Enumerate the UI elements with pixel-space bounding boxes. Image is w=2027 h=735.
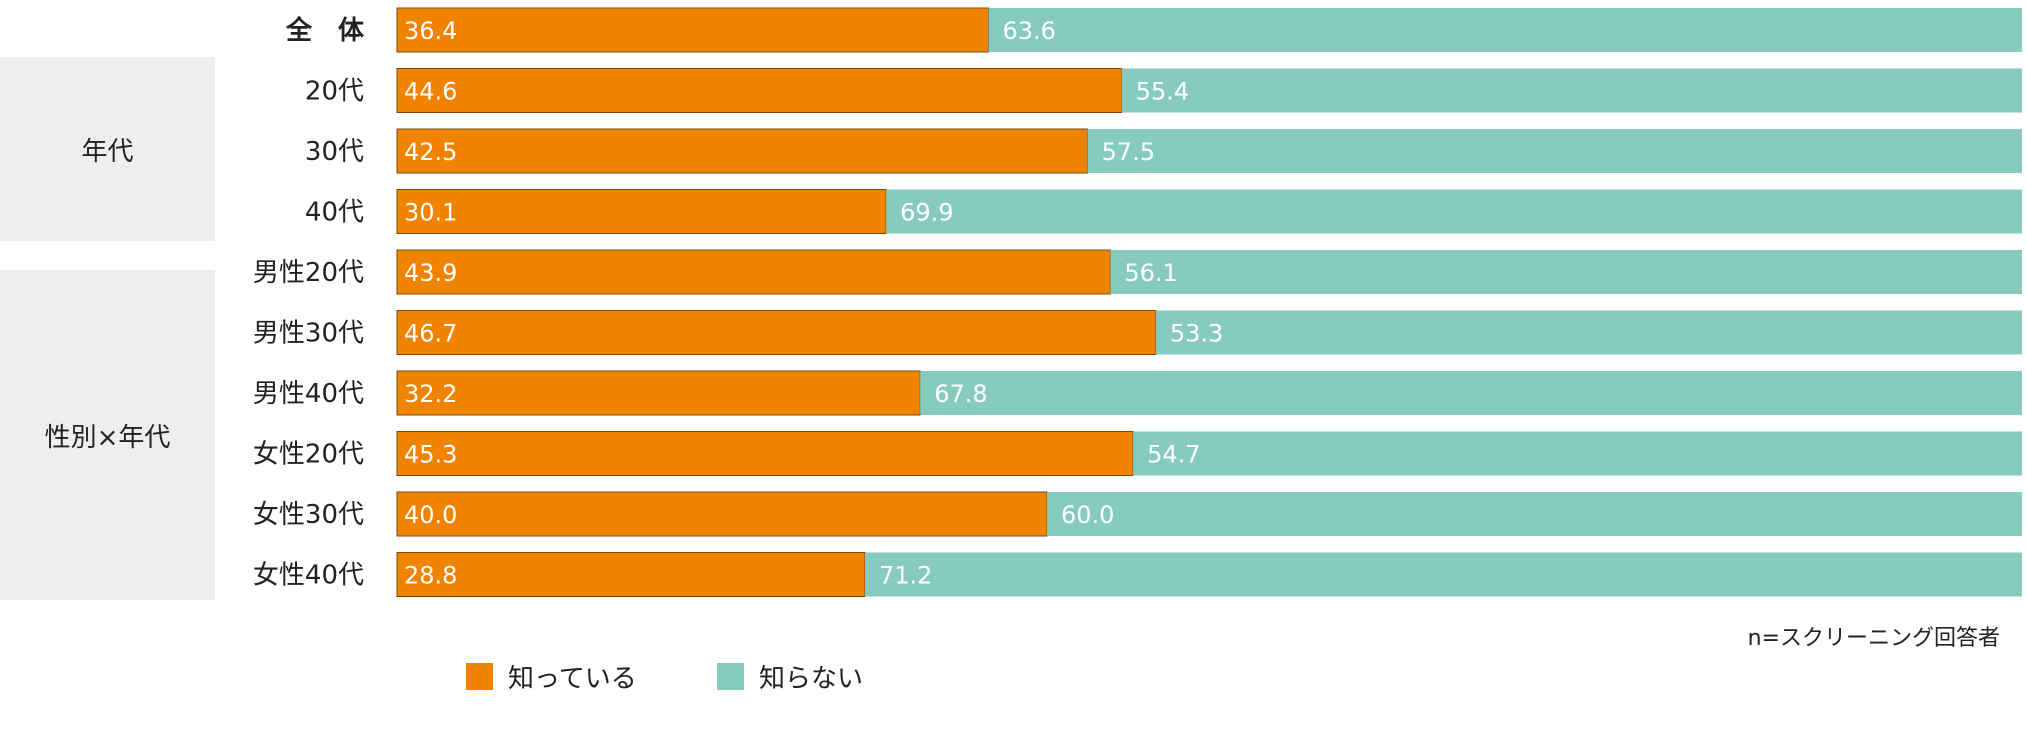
legend-item-unknown: 知らない — [717, 658, 863, 695]
bar-unknown — [988, 8, 2022, 52]
bar-unknown — [1087, 129, 2022, 173]
bar-unknown — [886, 189, 2022, 234]
bar-known — [396, 552, 866, 597]
category-label: 女性40代 — [253, 561, 364, 591]
bar-unknown — [865, 552, 2022, 597]
data-label: 32.2 — [404, 380, 457, 408]
bar-known — [396, 128, 1089, 174]
legend-label-unknown: 知らない — [759, 664, 864, 694]
stacked-bar-chart: 全 体 36.4 63.6 20代 44.6 55.4 30代 42.5 57.5 40代 30.1… — [253, 7, 2022, 597]
bar-known — [396, 431, 1134, 476]
category-label: 男性40代 — [253, 379, 364, 409]
group-label-gender-age: 性別×年代 — [0, 270, 215, 600]
data-label: 44.6 — [404, 78, 457, 106]
data-label: 60.0 — [1061, 501, 1114, 529]
category-label: 20代 — [305, 77, 364, 107]
data-label: 36.4 — [404, 17, 457, 45]
bar-unknown — [1121, 68, 2022, 113]
bar-known — [396, 310, 1157, 355]
legend-swatch-unknown — [717, 663, 744, 690]
legend-item-known: 知っている — [466, 658, 637, 695]
data-label: 42.5 — [404, 138, 457, 166]
category-label: 全 体 — [285, 15, 365, 46]
data-label: 45.3 — [404, 441, 457, 469]
data-label: 46.7 — [404, 320, 457, 348]
bar-unknown — [1155, 310, 2022, 355]
group-label-age: 年代 — [0, 57, 215, 241]
data-label: 56.1 — [1124, 259, 1177, 287]
bar-unknown — [1110, 250, 2022, 294]
category-label: 40代 — [305, 198, 364, 228]
data-label: 67.8 — [934, 380, 987, 408]
data-label: 43.9 — [404, 259, 457, 287]
data-label: 28.8 — [404, 562, 457, 590]
bar-unknown — [920, 371, 2022, 415]
data-label: 54.7 — [1147, 441, 1200, 469]
data-label: 55.4 — [1136, 78, 1189, 106]
data-label: 30.1 — [404, 199, 457, 227]
bar-known — [396, 249, 1111, 295]
data-label: 69.9 — [900, 199, 953, 227]
bar-known — [396, 7, 989, 53]
category-label: 女性20代 — [253, 440, 364, 470]
sample-note: n=スクリーニング回答者 — [1747, 626, 2000, 651]
bar-unknown — [1047, 492, 2022, 536]
legend-label-known: 知っている — [508, 664, 637, 694]
category-label: 男性20代 — [253, 258, 364, 288]
category-label: 30代 — [305, 137, 364, 167]
legend-swatch-known — [466, 663, 493, 690]
group-label-gender-age-text: 性別×年代 — [44, 422, 171, 453]
bar-unknown — [1133, 431, 2022, 476]
category-label: 男性30代 — [253, 319, 364, 349]
bar-known — [396, 68, 1123, 113]
data-label: 57.5 — [1102, 138, 1155, 166]
bar-known — [396, 370, 921, 416]
data-label: 53.3 — [1170, 320, 1223, 348]
bar-known — [396, 491, 1048, 537]
group-label-age-text: 年代 — [81, 136, 134, 167]
data-label: 40.0 — [404, 501, 457, 529]
bar-known — [396, 189, 887, 234]
category-label: 女性30代 — [253, 500, 364, 530]
legend: 知っている 知らない — [0, 658, 1000, 698]
data-label: 63.6 — [1003, 17, 1056, 45]
data-label: 71.2 — [879, 562, 932, 590]
